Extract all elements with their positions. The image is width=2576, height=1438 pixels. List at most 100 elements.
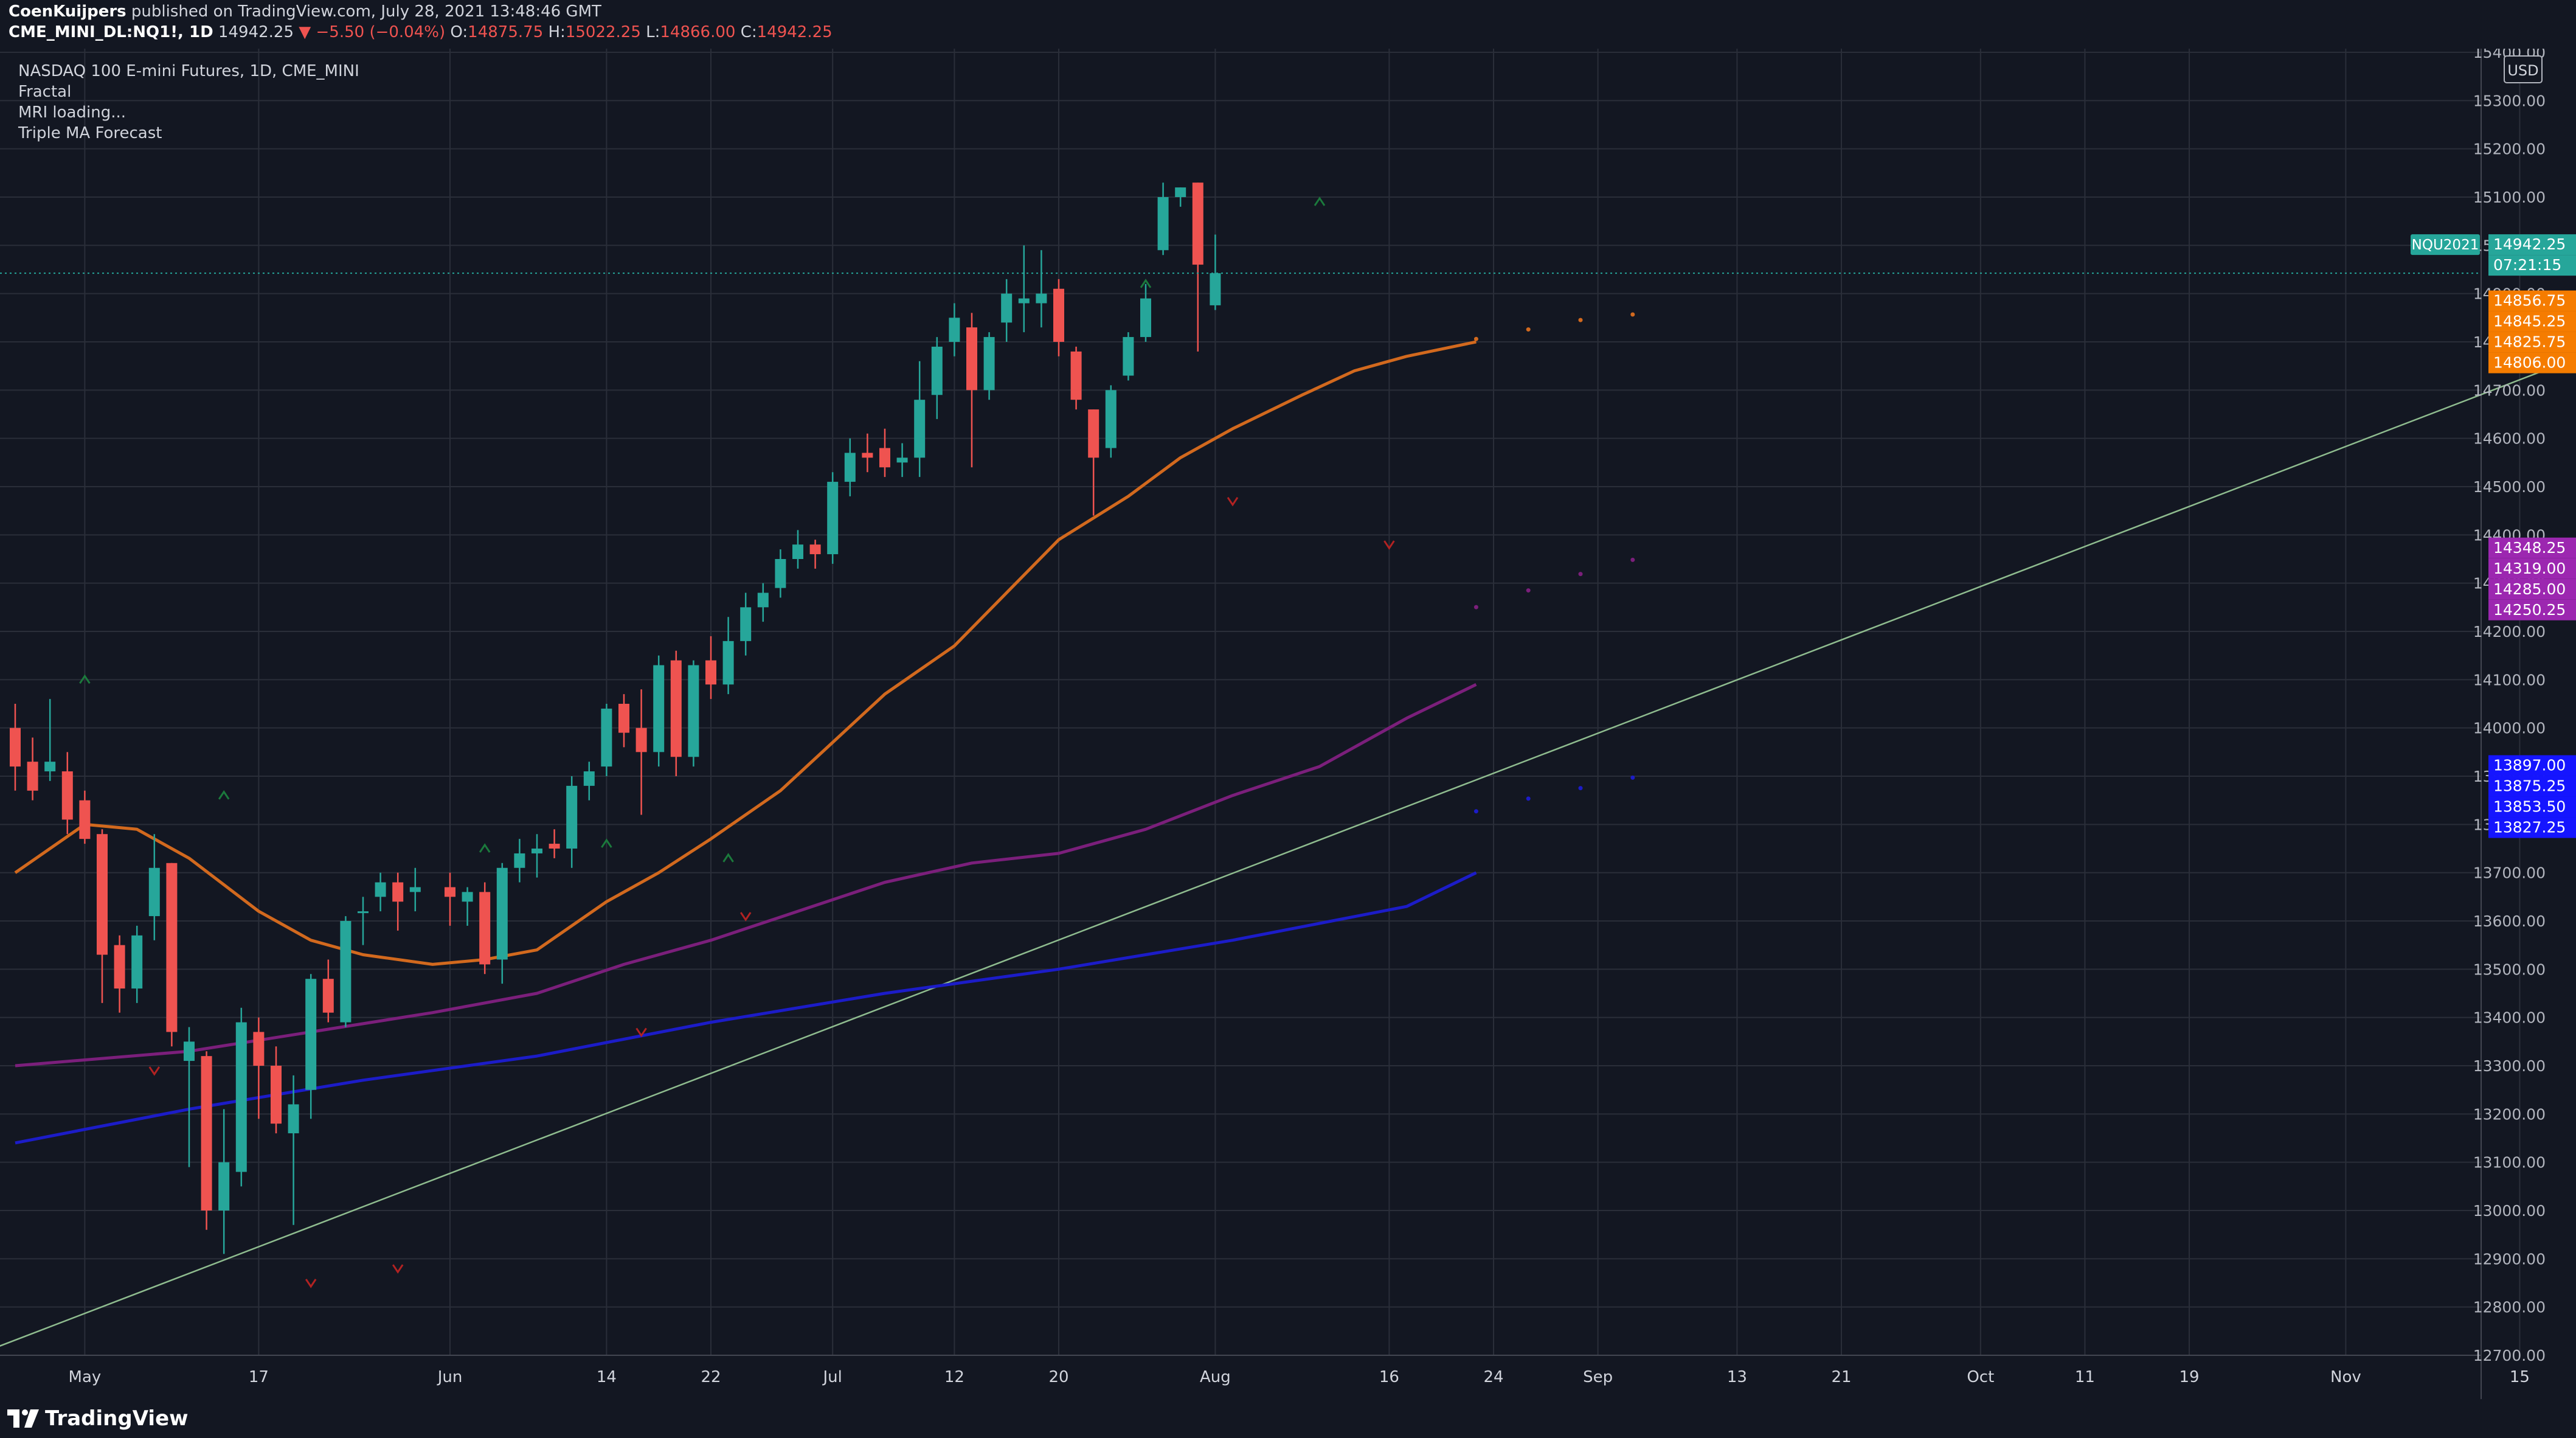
legend-mri[interactable]: MRI loading... <box>18 103 126 122</box>
symbol-tag: NQU2021 <box>2412 237 2479 253</box>
candle-body <box>809 544 821 555</box>
symbol-price-label-bg <box>2488 234 2576 255</box>
ma-fast-forecast-label: 14806.00 <box>2493 354 2566 372</box>
ma-mid-forecast-dot <box>1578 572 1583 577</box>
chart-area[interactable]: 12700.00 12800.00 12900.00 13000.00 13100.00… <box>0 44 2576 1402</box>
chart-legend: NASDAQ 100 E-mini Futures, 1D, CME_MINI … <box>18 61 359 144</box>
ma-slow-forecast-label-bg <box>2488 755 2576 776</box>
ma-mid-forecast-label: 14319.00 <box>2493 560 2566 577</box>
candle-body <box>148 867 160 917</box>
low-value: 14866.00 <box>660 23 736 41</box>
candle-body <box>27 762 38 791</box>
close-value: 14942.25 <box>757 23 833 41</box>
fractal-up-marker <box>722 853 734 863</box>
ma-slow-forecast-dot <box>1526 796 1531 801</box>
y-tick-label: 14000.00 <box>2473 720 2546 737</box>
ma-mid-forecast-label: 14285.00 <box>2493 580 2566 598</box>
candle-body <box>1140 298 1151 338</box>
footer <box>0 1402 2576 1438</box>
x-tick-label: 21 <box>1831 1368 1851 1386</box>
fractal-down-marker <box>739 912 752 922</box>
y-tick-label: 14200.00 <box>2473 623 2546 641</box>
ma-mid-forecast-label-bg <box>2488 558 2576 579</box>
fractal-up-marker <box>479 843 491 853</box>
candle-body <box>583 771 595 786</box>
x-tick-label: Nov <box>2330 1368 2361 1386</box>
candle-body <box>201 1056 212 1210</box>
x-tick-label: 22 <box>701 1368 721 1386</box>
x-tick-label: Jun <box>437 1368 463 1386</box>
y-tick-label: 14100.00 <box>2473 671 2546 689</box>
candle-body <box>514 853 525 868</box>
ma-mid-forecast-dot <box>1526 588 1531 593</box>
candle-body <box>862 453 873 458</box>
candle-body <box>375 882 386 897</box>
author-name[interactable]: CoenKuijpers <box>9 2 126 21</box>
x-tick-label: Sep <box>1583 1368 1613 1386</box>
candle-body <box>79 800 91 839</box>
legend-fractal[interactable]: Fractal <box>18 83 72 101</box>
candle-body <box>601 708 612 767</box>
price-text: 14942.25 <box>218 23 294 41</box>
ma-slow-forecast-dot <box>1630 775 1635 780</box>
chart-svg[interactable]: 12700.00 12800.00 12900.00 13000.00 13100.00… <box>0 44 2576 1402</box>
y-tick-label: 13600.00 <box>2473 912 2546 930</box>
candle-body <box>1001 293 1013 323</box>
candle-body <box>566 785 578 849</box>
candle-body <box>1123 337 1134 376</box>
ma-fast-forecast-label: 14845.25 <box>2493 313 2566 330</box>
tradingview-logo[interactable]: TradingView <box>7 1405 189 1432</box>
change-text: ▼ −5.50 (−0.04%) <box>299 23 446 41</box>
y-tick-label: 13300.00 <box>2473 1057 2546 1075</box>
fractal-down-marker <box>305 1279 317 1288</box>
candle-body <box>131 935 143 989</box>
x-tick-label: May <box>69 1368 102 1386</box>
x-tick-label: 15 <box>2510 1368 2530 1386</box>
ma-fast-forecast-label-bg <box>2488 352 2576 373</box>
candle-body <box>1053 288 1064 342</box>
candle-body <box>722 641 734 685</box>
candle-body <box>322 979 334 1013</box>
candle-body <box>688 665 699 757</box>
candle-body <box>827 482 839 555</box>
ma-mid-line <box>15 683 1477 1068</box>
ma-fast-forecast-dot <box>1630 312 1635 317</box>
countdown-bg <box>2488 255 2576 276</box>
y-tick-label: 14600.00 <box>2473 430 2546 448</box>
legend-title[interactable]: NASDAQ 100 E-mini Futures, 1D, CME_MINI <box>18 62 359 80</box>
candle-body <box>879 448 890 468</box>
candle-body <box>1192 182 1203 265</box>
tradingview-logo-text: TradingView <box>45 1406 189 1431</box>
candle-body <box>549 844 560 849</box>
y-tick-label: 13700.00 <box>2473 864 2546 882</box>
ma-slow-forecast-label-bg <box>2488 796 2576 818</box>
candle-body <box>983 337 995 391</box>
y-tick-label: 12800.00 <box>2473 1299 2546 1316</box>
ma-slow-line <box>15 871 1477 1145</box>
candle-body <box>462 892 473 902</box>
legend-triple-ma[interactable]: Triple MA Forecast <box>18 124 162 142</box>
candle-body <box>271 1066 282 1124</box>
y-tick-label: 15100.00 <box>2473 189 2546 206</box>
last-price-label: 14942.25 <box>2493 235 2566 253</box>
candle-body <box>1018 298 1030 304</box>
publication-line: CoenKuijpers published on TradingView.co… <box>9 2 601 21</box>
candle-body <box>184 1041 195 1061</box>
candle-body <box>844 453 856 482</box>
candle-body <box>531 849 542 853</box>
fractal-down-marker <box>1227 496 1239 507</box>
candle-body <box>445 887 455 897</box>
high-value: 15022.25 <box>565 23 641 41</box>
fractal-down-marker <box>148 1066 161 1076</box>
candle-body <box>218 1162 230 1210</box>
candle-body <box>931 346 943 395</box>
ma-fast-line <box>14 340 1477 966</box>
published-text: published on TradingView.com, July 28, 2… <box>131 2 601 21</box>
x-tick-label: Jul <box>822 1368 842 1386</box>
candle-body <box>253 1032 265 1066</box>
candle-body <box>409 887 421 892</box>
ma-fast-forecast-label: 14856.75 <box>2493 292 2566 310</box>
x-tick-label: 19 <box>2179 1368 2199 1386</box>
candle-body <box>479 892 491 965</box>
candle-body <box>1175 187 1186 197</box>
